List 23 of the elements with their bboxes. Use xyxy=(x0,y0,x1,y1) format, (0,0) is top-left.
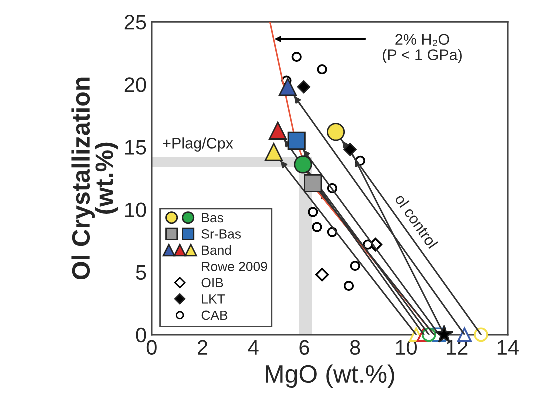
y-tick-label: 5 xyxy=(136,266,146,280)
legend-label: Bas xyxy=(202,213,224,223)
annotation: 2% H₂O (P < 1 GPa) xyxy=(383,34,462,64)
x-tick-label: 4 xyxy=(248,340,259,355)
legend-label: LKT xyxy=(202,294,226,304)
x-tick-label: 0 xyxy=(146,340,157,356)
y-tick-label: 0 xyxy=(136,328,146,343)
x-tick-label: 8 xyxy=(350,340,360,356)
x-tick-label: 6 xyxy=(300,340,310,356)
y-tick-label: 25 xyxy=(124,15,146,30)
legend-label: CAB xyxy=(202,310,228,320)
legend-label: Sr-Bas xyxy=(202,230,242,239)
x-tick-label: 2 xyxy=(198,340,208,355)
legend-label: Band xyxy=(202,245,232,256)
y-tick-label: 20 xyxy=(124,78,146,92)
x-axis-title: MgO (wt.%) xyxy=(266,364,394,388)
y-tick-label: 10 xyxy=(125,202,146,218)
x-tick-label: 14 xyxy=(498,340,519,355)
legend-label: OIB xyxy=(202,278,224,288)
y-tick-label: 15 xyxy=(125,140,146,155)
y-axis-title: Ol Crystallization (wt.%) xyxy=(72,78,118,280)
annotation: +Plag/Cpx xyxy=(163,138,234,152)
annotation: Rowe 2009 xyxy=(202,262,268,272)
